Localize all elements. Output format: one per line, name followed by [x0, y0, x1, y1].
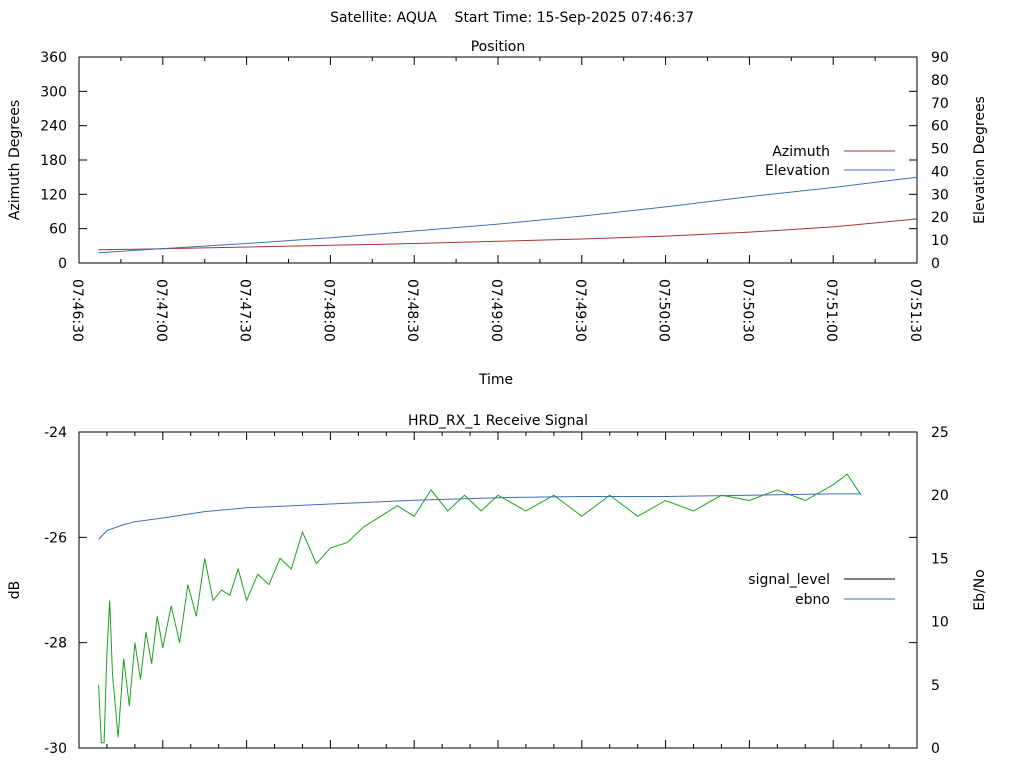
y2-tick-label: 50	[931, 142, 949, 158]
y2-tick-label: 70	[931, 96, 949, 112]
x-tick-label: 07:51:00	[823, 279, 839, 342]
y2-tick-label: 40	[931, 164, 949, 180]
x-tick-label: 07:50:30	[739, 279, 755, 342]
y2-tick-label: 5	[931, 678, 940, 694]
y2-axis-label: Eb/No	[972, 569, 988, 611]
x-tick-label: 07:46:30	[69, 279, 85, 342]
y2-tick-label: 80	[931, 73, 949, 89]
x-tick-label: 07:51:30	[907, 279, 923, 342]
y-tick-label: -24	[44, 425, 67, 441]
y-tick-label: 360	[40, 50, 67, 66]
position-chart: Position 0 60 120 180 240 300 360 0 10 20 30 40 50 60 7…	[7, 39, 988, 388]
y-axis-label: dB	[7, 581, 23, 600]
x-tick-label: 07:49:00	[488, 279, 504, 342]
x-tick-label: 07:49:30	[572, 279, 588, 342]
series-line-ebno	[98, 493, 862, 540]
legend-label-signal-level: signal_level	[748, 572, 830, 588]
y2-tick-label: 90	[931, 50, 949, 66]
series-line-azimuth	[98, 218, 918, 251]
y2-tick-label: 20	[931, 210, 949, 226]
x-tick-label: 07:47:30	[237, 279, 253, 342]
plot-frame	[78, 56, 918, 264]
legend-label-elevation: Elevation	[765, 163, 830, 179]
y2-tick-label: 30	[931, 187, 949, 203]
series-line-signal-level	[98, 473, 862, 744]
series-line-elevation	[98, 176, 918, 254]
y2-tick-label: 0	[931, 256, 940, 272]
y-tick-label: -30	[44, 741, 67, 757]
y2-tick-label: 10	[931, 233, 949, 249]
y-tick-label: -28	[44, 636, 67, 652]
y-tick-label: 240	[40, 119, 67, 135]
y2-tick-label: 10	[931, 615, 949, 631]
plot-frame	[78, 431, 918, 749]
y-tick-label: 60	[49, 222, 67, 238]
y-tick-label: 300	[40, 84, 67, 100]
y2-tick-label: 0	[931, 741, 940, 757]
y2-tick-label: 15	[931, 551, 949, 567]
chart-title: Position	[471, 39, 526, 55]
y-axis-label: Azimuth Degrees	[7, 100, 23, 220]
legend-label-azimuth: Azimuth	[772, 144, 830, 160]
chart-title: HRD_RX_1 Receive Signal	[408, 413, 588, 429]
y-tick-label: 0	[58, 256, 67, 272]
y2-tick-label: 25	[931, 425, 949, 441]
y-tick-label: 180	[40, 153, 67, 169]
x-axis-label: Time	[478, 372, 513, 388]
y2-tick-label: 60	[931, 119, 949, 135]
y-tick-label: 120	[40, 187, 67, 203]
chart-header: Satellite: AQUA Start Time: 15-Sep-2025 …	[330, 10, 694, 26]
legend-label-ebno: ebno	[795, 592, 830, 608]
y2-axis-label: Elevation Degrees	[972, 96, 988, 224]
y2-tick-label: 20	[931, 488, 949, 504]
x-tick-label: 07:48:30	[404, 279, 420, 342]
x-tick-label: 07:50:00	[656, 279, 672, 342]
y-tick-label: -26	[44, 530, 67, 546]
receive-signal-chart: HRD_RX_1 Receive Signal -30 -28 -26 -24 0 5 10 1…	[7, 413, 988, 757]
x-tick-label: 07:47:00	[153, 279, 169, 342]
x-tick-label: 07:48:00	[320, 279, 336, 342]
